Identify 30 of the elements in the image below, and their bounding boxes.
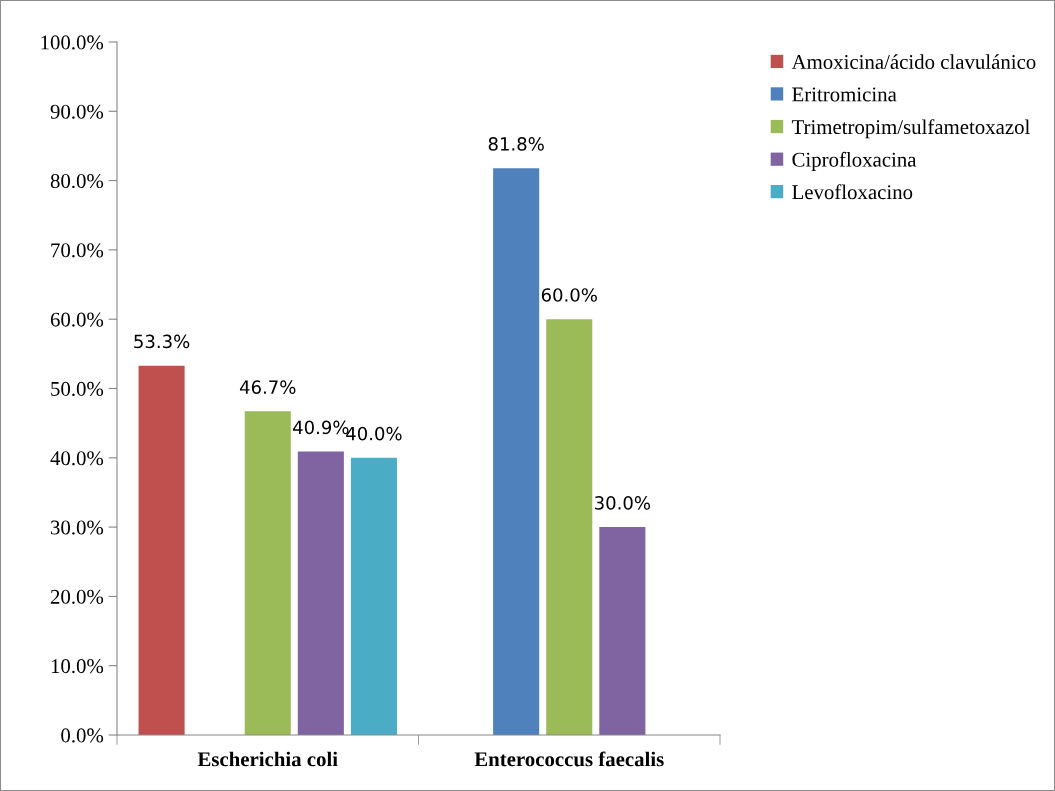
y-tick-label: 80.0% (50, 173, 104, 189)
legend-label: Ciprofloxacina (792, 151, 917, 171)
data-label: 30.0% (595, 496, 651, 510)
data-label: 53.3% (134, 334, 190, 349)
bar (350, 457, 397, 735)
y-tick-label: 20.0% (50, 589, 104, 604)
legend-label: Amoxicina/ácido clavulánico (791, 54, 1036, 70)
y-tick-label: 50.0% (51, 381, 104, 397)
y-tick-label: 90.0% (50, 104, 104, 119)
legend-label: Eritromicina (792, 87, 897, 102)
bar (244, 411, 291, 735)
x-tick-label: Enterococcus faecalis (474, 751, 664, 767)
y-tick-label: 30.0% (50, 520, 104, 535)
data-label: 81.8% (488, 137, 544, 151)
y-tick-label: 70.0% (51, 243, 104, 258)
bar (138, 365, 185, 735)
bar (297, 451, 344, 735)
data-label: 60.0% (541, 288, 597, 302)
x-tick-label: Escherichia coli (197, 751, 338, 767)
bar (546, 319, 593, 735)
y-tick-label: 10.0% (51, 659, 104, 674)
y-tick-label: 60.0% (50, 312, 104, 327)
y-tick-label: 100.0% (41, 35, 104, 50)
y-tick-label: 0.0% (61, 728, 104, 743)
legend-label: Trimetropim/sulfametoxazol (791, 119, 1030, 139)
legend-label: Levofloxacino (792, 184, 913, 200)
y-tick-label: 40.0% (50, 451, 104, 466)
bar (599, 527, 646, 735)
data-label: 46.7% (239, 380, 296, 394)
bar (493, 168, 540, 735)
